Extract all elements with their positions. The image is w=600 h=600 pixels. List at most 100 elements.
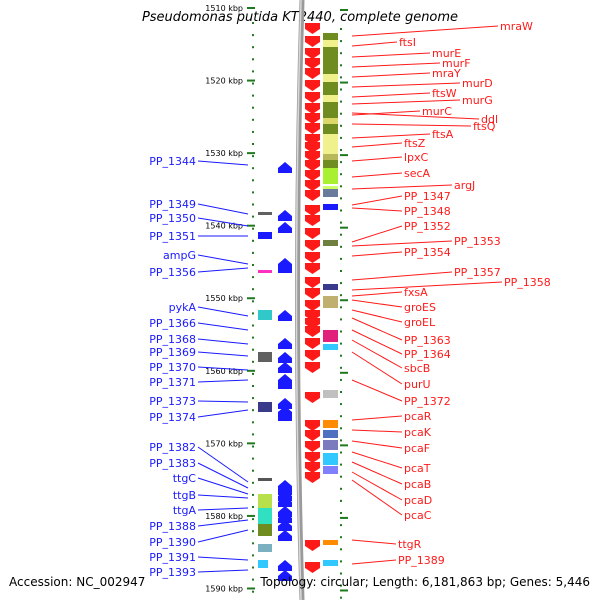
tick-dot-left [252,276,254,279]
gene-label: PP_1373 [149,395,196,408]
reverse-gene-arrow [305,215,320,226]
forward-gene-arrow [278,338,292,349]
forward-gene-arrow [278,484,292,495]
tick-dot-left [252,469,254,472]
forward-callout-line [197,217,249,227]
tick-dot-right [340,136,342,139]
forward-callout-line [197,366,249,371]
reverse-gene-arrow [305,362,320,373]
reverse-gene-arrow [305,58,320,69]
reverse-gene-arrow [305,228,320,239]
forward-gene-arrow [278,560,292,571]
tick-dot-left [252,530,254,533]
reverse-callout-line [351,25,499,37]
reverse-callout-line [351,92,431,98]
tick-dot-right [340,233,342,236]
tick-dot-left [252,493,254,496]
tick-dot-right [340,596,342,599]
forward-callout-line [197,160,249,166]
kbp-tick-label: 1590 kbp [205,584,243,593]
gene-label: ttgB [173,489,196,502]
reverse-callout-line [351,440,403,449]
kbp-scale: 1510 kbp 1520 kbp 1530 kbp 1540 kbp 1550 kbp… [205,4,348,593]
kbp-tick-mark [247,79,255,82]
reverse-callout-line [351,317,403,341]
gene-label: pcaC [404,509,432,522]
forward-gene-arrow [278,530,292,541]
gene-label: mraW [500,20,533,33]
tick-dot-right [340,306,342,309]
tick-dot-left [252,554,254,557]
forward-gene-arrow [278,398,292,409]
gene-label: sbcB [404,362,430,375]
tick-dot-left [252,179,254,182]
forward-callout-line [197,477,249,495]
tick-dot-left [252,191,254,194]
reverse-gene-arrow [305,420,320,431]
kbp-tick-mark [247,297,255,300]
tick-dot-left [252,215,254,218]
kbp-tick-label: 1530 kbp [205,149,243,158]
reverse-callout-line [351,184,453,190]
feature-block [323,40,338,47]
gene-label: ttgC [173,472,197,485]
gene-label: PP_1350 [149,212,196,225]
kbp-tick-label: 1550 kbp [205,294,243,303]
gene-label: PP_1366 [149,317,196,330]
gene-label: PP_1347 [404,190,451,203]
tick-dot-right [340,149,342,151]
forward-callout-line [197,306,249,317]
tick-dot-left [252,506,254,508]
forward-callout-line [197,322,249,331]
gene-label: groEL [404,316,436,329]
gene-label: mraY [432,67,461,80]
feature-block [323,466,338,474]
gene-label: PP_1390 [149,536,196,549]
feature-block [323,453,338,465]
feature-block [323,189,338,197]
forward-gene-arrow [278,262,292,273]
forward-gene-arrow [278,210,292,221]
reverse-callout-line [351,271,453,281]
reverse-gene-arrow [305,452,320,463]
gene-label: PP_1393 [149,566,196,579]
reverse-gene-arrow [305,205,320,216]
feature-block [258,494,272,508]
kbp-tick-label: 1540 kbp [205,222,243,231]
reverse-gene-arrow [305,263,320,274]
forward-gene-arrow [278,162,292,173]
reverse-gene-arrow [305,252,320,263]
forward-gene-arrow [278,520,292,531]
reverse-gene-arrow [305,430,320,441]
reverse-callout-line [351,82,461,88]
tick-dot-left [252,518,254,521]
gene-label: fxsA [404,286,428,299]
forward-gene-arrow [278,490,292,501]
tick-dot-right [340,197,342,200]
feature-block [323,440,338,450]
feature-block [258,232,272,239]
forward-callout-line [197,462,249,489]
tick-dot-left [252,82,254,85]
reverse-callout-line [351,225,403,243]
reverse-gene-arrow [305,277,320,288]
feature-block [323,560,338,566]
reverse-callout-line [351,429,403,433]
gene-label: PP_1352 [404,220,451,233]
tick-dot-left [252,203,254,206]
tick-dot-right [340,354,342,357]
reverse-gene-arrow [305,338,320,349]
backbone-group [295,0,305,600]
reverse-callout-line [351,172,403,178]
tick-dot-right [340,64,342,67]
tick-dot-right [340,221,342,224]
reverse-callout-line [351,415,403,421]
reverse-callout-line [351,156,403,162]
tick-dot-left [252,409,254,412]
tick-dot-left [252,481,254,484]
reverse-callout-line [351,142,403,148]
reverse-callout-line [351,62,441,68]
feature-block [323,390,338,398]
feature-block [323,540,338,545]
